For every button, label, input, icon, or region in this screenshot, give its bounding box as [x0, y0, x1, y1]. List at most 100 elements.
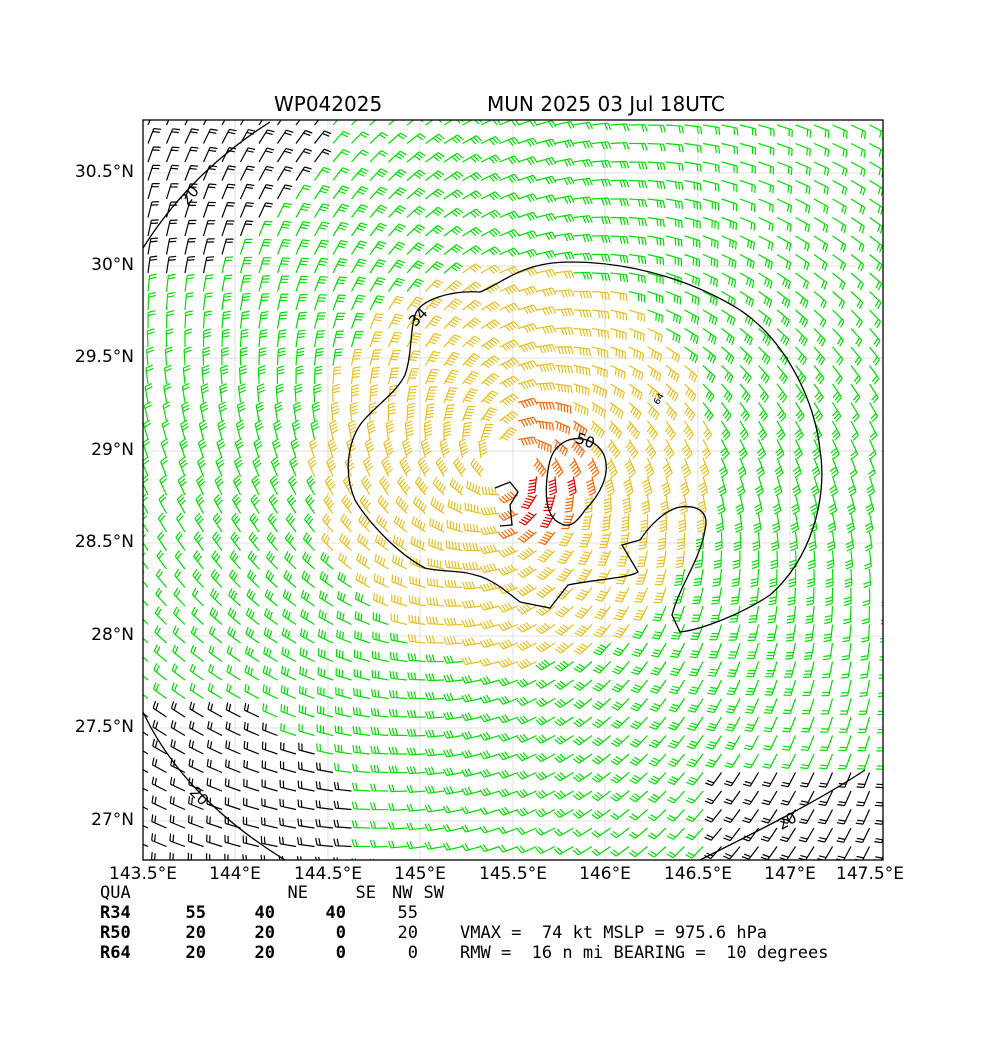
wind-barb	[748, 605, 760, 624]
wind-barb	[332, 149, 351, 163]
wind-barb	[742, 809, 759, 824]
wind-barb	[390, 632, 408, 644]
wind-barb	[628, 309, 645, 322]
wind-barb	[794, 420, 804, 441]
wind-barb	[401, 438, 413, 459]
wind-barb	[316, 724, 334, 737]
wind-barb	[323, 494, 335, 514]
lat-label: 27.5°N	[74, 717, 134, 737]
wind-barb	[677, 513, 687, 533]
wind-barb	[462, 281, 482, 293]
wind-barb	[297, 837, 315, 848]
wind-barb	[832, 328, 845, 347]
wind-barb	[369, 259, 386, 274]
wind-barb	[850, 235, 865, 253]
wind-barb	[480, 390, 499, 404]
wind-barb	[535, 641, 556, 653]
wind-barb	[591, 401, 607, 419]
wind-barb	[461, 618, 482, 628]
wind-barb	[184, 146, 199, 163]
wind-barb	[443, 387, 458, 403]
wind-barb	[573, 327, 592, 337]
wind-barb	[622, 494, 632, 515]
wind-barb	[143, 675, 149, 681]
wind-barb	[480, 506, 500, 516]
wind-barb	[710, 605, 723, 623]
wind-barb	[332, 276, 347, 292]
wind-barb	[776, 142, 793, 157]
wind-barb	[351, 857, 357, 860]
wind-barb	[370, 708, 389, 718]
wind-barb	[202, 120, 207, 126]
wind-barb	[803, 661, 815, 678]
wind-barb	[319, 571, 334, 588]
wind-barb	[516, 640, 537, 651]
wind-barb	[461, 388, 478, 403]
wind-barb	[869, 198, 883, 215]
wind-barb	[628, 142, 648, 151]
wind-barb	[165, 255, 177, 274]
wind-barb	[173, 587, 186, 607]
wind-barb	[498, 509, 519, 522]
wind-barb	[610, 383, 625, 400]
wind-barb	[369, 150, 388, 163]
wind-barb	[800, 753, 815, 770]
wind-barb	[628, 179, 648, 189]
wind-barb	[784, 661, 797, 678]
wind-barb	[470, 457, 484, 477]
wind-barb	[428, 538, 445, 552]
wind-barb	[591, 253, 611, 262]
wind-barb	[184, 274, 195, 292]
wind-barb	[424, 350, 441, 366]
wind-barb	[724, 772, 741, 787]
wind-barb	[824, 605, 834, 625]
wind-barb	[517, 230, 538, 240]
wind-barb	[776, 161, 793, 176]
wind-barb	[297, 799, 315, 811]
wind-barb	[397, 475, 411, 496]
wind-barb	[266, 531, 278, 551]
wind-barb	[517, 193, 538, 203]
wind-barb	[291, 419, 301, 440]
wind-barb	[297, 818, 315, 829]
wind-barb	[147, 310, 156, 329]
wind-barb	[776, 420, 786, 441]
wind-barb	[269, 475, 279, 496]
wind-barb	[332, 258, 348, 274]
wind-barb	[551, 457, 564, 478]
wind-barb	[332, 221, 349, 237]
wind-barb	[647, 383, 661, 401]
wind-barb	[406, 402, 415, 422]
wind-barb	[820, 698, 834, 715]
wind-barb	[406, 169, 426, 181]
wind-barb	[147, 201, 160, 218]
wind-barb	[239, 165, 255, 181]
wind-barb	[442, 748, 463, 758]
wind-barb	[350, 276, 367, 292]
wind-barb	[279, 798, 297, 811]
wind-barb	[758, 216, 774, 232]
wind-barb	[772, 494, 782, 515]
wind-barb	[320, 551, 334, 570]
wind-barb	[536, 250, 557, 259]
wind-barb	[425, 654, 445, 663]
wind-barb	[461, 581, 482, 590]
wind-barb	[732, 550, 741, 569]
wind-barb	[758, 346, 771, 365]
wind-barb	[611, 661, 630, 675]
wind-barb	[424, 804, 445, 813]
wind-barb	[610, 346, 627, 360]
wind-barb	[832, 254, 846, 272]
wind-barb	[143, 843, 149, 848]
wind-barb	[618, 531, 630, 550]
wind-barb	[536, 604, 556, 616]
wind-barb	[274, 401, 283, 422]
wind-barb	[462, 226, 482, 237]
wind-barb	[684, 161, 702, 172]
wind-barb	[281, 627, 297, 644]
wind-barb	[749, 587, 760, 606]
wind-barb	[498, 826, 519, 835]
wind-barb	[685, 846, 704, 859]
wind-barb	[424, 748, 445, 757]
wind-barb	[332, 130, 351, 144]
